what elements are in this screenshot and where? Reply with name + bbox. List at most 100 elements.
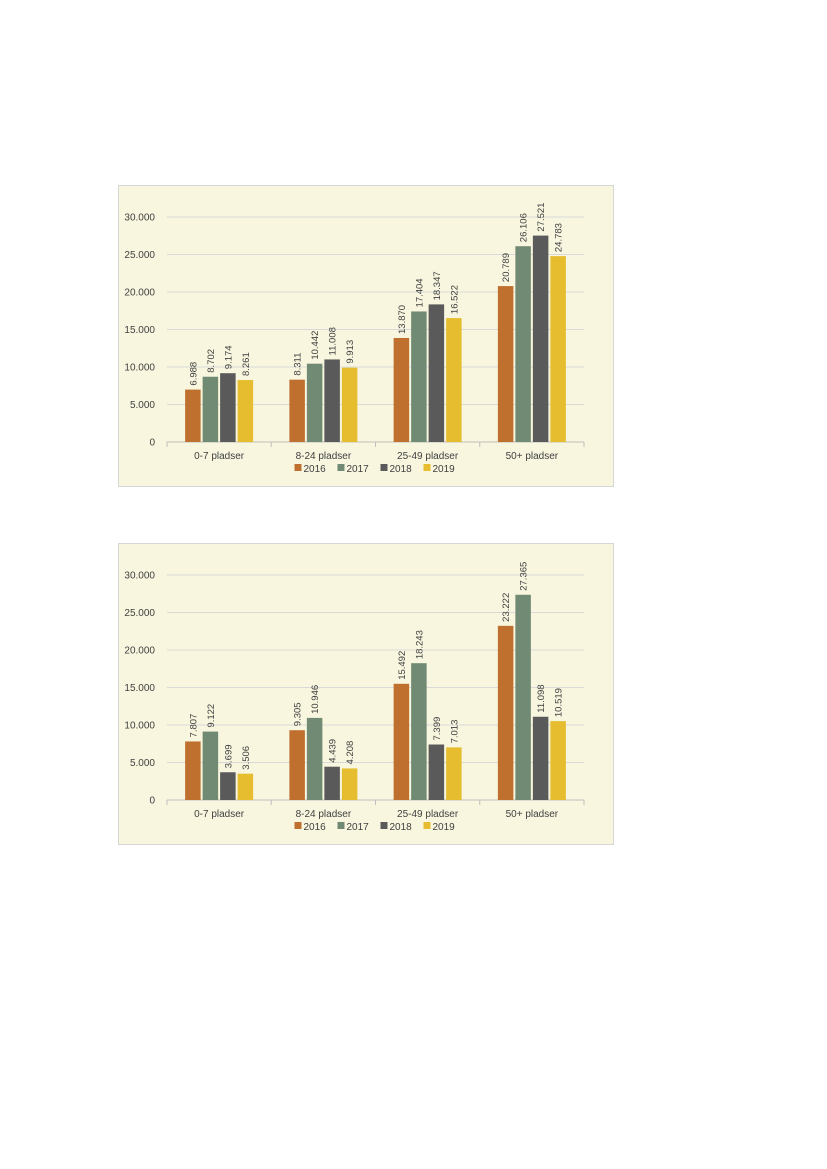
y-tick-label: 20.000 [124, 288, 155, 299]
bar-2016-2 [393, 337, 410, 442]
legend-swatch [294, 822, 302, 829]
bar-2018-0 [220, 373, 236, 442]
legend-swatch [380, 822, 388, 829]
y-tick-label: 25.000 [124, 608, 155, 619]
bar-2018-0 [220, 772, 236, 800]
data-label: 7.399 [432, 717, 443, 741]
x-category-label: 25-49 pladser [397, 451, 459, 462]
x-category-label: 50+ pladser [506, 451, 559, 462]
bar-2017-1 [306, 717, 323, 800]
x-category-label: 0-7 pladser [194, 809, 245, 820]
legend-swatch [337, 464, 345, 471]
chart-2: 0 5.000 10.000 15.000 20.000 25.000 30.000 7.80… [118, 543, 614, 845]
bar-2017-1 [306, 363, 323, 442]
bar-2017-3 [515, 246, 531, 442]
legend-label: 2018 [390, 464, 413, 475]
data-label: 4.208 [345, 741, 356, 765]
bar-2019-3 [550, 721, 566, 800]
bar-2016-2 [393, 683, 410, 800]
chart-1: 0 5.000 10.000 15.000 20.000 25.000 30.000 6.98… [118, 185, 614, 487]
bar-2017-0 [202, 731, 219, 800]
data-label: 17.404 [414, 278, 425, 307]
bar-2019-3 [550, 256, 566, 442]
data-label: 26.106 [519, 213, 530, 242]
bar-2018-2 [428, 304, 445, 442]
legend-swatch [294, 464, 302, 471]
legend-swatch [423, 464, 431, 471]
legend-label: 2018 [390, 822, 413, 833]
y-tick-label: 20.000 [124, 646, 155, 657]
data-label: 3.506 [241, 746, 252, 770]
legend-label: 2019 [433, 464, 456, 475]
legend-swatch [337, 822, 345, 829]
data-label: 9.913 [345, 340, 356, 364]
bar-2018-1 [324, 766, 340, 800]
data-label: 4.439 [328, 739, 339, 763]
data-label: 23.222 [501, 593, 512, 622]
x-category-label: 25-49 pladser [397, 809, 459, 820]
data-label: 8.261 [241, 352, 252, 376]
y-tick-label: 15.000 [124, 683, 155, 694]
y-tick-label: 5.000 [130, 758, 155, 769]
bar-2019-1 [341, 367, 358, 442]
bar-2016-3 [497, 286, 514, 442]
bar-2016-0 [185, 741, 201, 800]
bar-2019-2 [446, 747, 462, 800]
data-label: 27.365 [519, 562, 530, 591]
bar-2016-3 [497, 625, 514, 800]
data-label: 9.122 [206, 704, 217, 728]
bar-2016-0 [185, 389, 201, 442]
data-label: 8.702 [206, 349, 217, 373]
bar-2017-3 [515, 594, 531, 800]
data-label: 10.946 [310, 685, 321, 714]
data-label: 13.870 [397, 305, 408, 334]
y-tick-label: 10.000 [124, 363, 155, 374]
data-label: 20.789 [501, 253, 512, 282]
legend-swatch [380, 464, 388, 471]
legend-label: 2017 [347, 822, 370, 833]
data-label: 18.243 [414, 630, 425, 659]
bar-2018-1 [324, 359, 340, 442]
data-label: 9.174 [223, 345, 234, 369]
data-label: 18.347 [432, 271, 443, 300]
y-tick-label: 30.000 [124, 213, 155, 224]
y-tick-label: 15.000 [124, 325, 155, 336]
bar-2019-0 [237, 380, 254, 442]
bar-2019-0 [237, 773, 254, 800]
bar-2016-1 [289, 730, 305, 800]
data-label: 11.008 [328, 327, 339, 355]
data-label: 11.098 [536, 684, 547, 712]
y-tick-label: 0 [149, 796, 155, 807]
bar-2019-2 [446, 318, 462, 442]
legend-swatch [423, 822, 431, 829]
data-label: 7.807 [188, 714, 199, 738]
data-label: 27.521 [536, 203, 547, 232]
y-tick-label: 30.000 [124, 571, 155, 582]
bar-2017-2 [411, 311, 427, 442]
bar-2018-3 [532, 235, 549, 442]
data-label: 8.311 [293, 353, 304, 376]
data-label: 24.783 [554, 223, 565, 252]
legend-label: 2019 [433, 822, 456, 833]
data-label: 7.013 [449, 720, 460, 744]
legend-label: 2016 [304, 822, 327, 833]
chart-2-svg: 0 5.000 10.000 15.000 20.000 25.000 30.000 7.80… [124, 562, 585, 833]
x-category-label: 8-24 pladser [296, 451, 352, 462]
y-tick-label: 25.000 [124, 250, 155, 261]
x-category-label: 0-7 pladser [194, 451, 245, 462]
data-label: 15.492 [397, 651, 408, 680]
bar-2016-1 [289, 379, 305, 442]
legend-label: 2017 [347, 464, 370, 475]
data-label: 10.519 [554, 688, 565, 717]
bar-2017-0 [202, 376, 219, 442]
x-category-label: 50+ pladser [506, 809, 559, 820]
y-tick-label: 10.000 [124, 721, 155, 732]
bar-2018-3 [532, 716, 549, 800]
data-label: 9.305 [293, 702, 304, 726]
legend-label: 2016 [304, 464, 327, 475]
data-label: 10.442 [310, 331, 321, 360]
data-label: 6.988 [188, 362, 199, 386]
chart-1-svg: 0 5.000 10.000 15.000 20.000 25.000 30.000 6.98… [124, 203, 585, 475]
data-label: 16.522 [449, 285, 460, 314]
bar-2017-2 [411, 663, 427, 800]
